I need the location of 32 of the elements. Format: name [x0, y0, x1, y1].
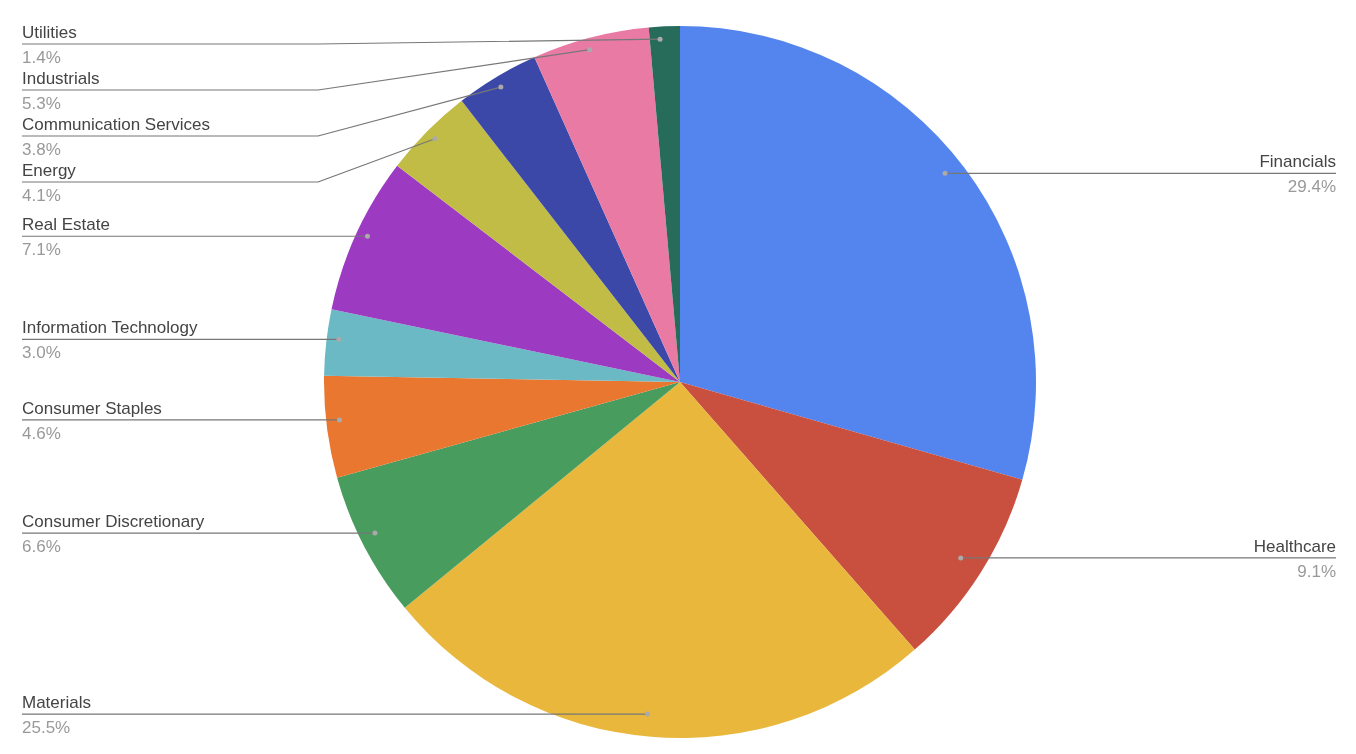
- pie-slice: [680, 26, 1036, 480]
- pie-slice: [324, 309, 680, 382]
- slice-label: Utilities: [22, 23, 77, 42]
- data-label: 29.4%: [1287, 177, 1336, 197]
- slice-label: Consumer Discretionary: [22, 512, 205, 532]
- slice-label: Consumer Staples: [22, 398, 162, 418]
- data-label: 5.3%: [22, 94, 61, 113]
- slice-label: Information Technology: [22, 318, 198, 338]
- pie-slice: [534, 27, 680, 382]
- slice-label: Materials: [22, 693, 91, 713]
- slice-label: Energy: [22, 161, 77, 180]
- slice-label: Real Estate: [22, 215, 110, 235]
- pie-slice: [331, 165, 680, 382]
- data-label: 3.0%: [22, 343, 61, 363]
- data-label: 4.1%: [22, 186, 61, 205]
- pie-slice: [324, 375, 680, 478]
- pie-slice: [461, 57, 680, 382]
- slice-label: Healthcare: [1253, 536, 1336, 556]
- data-label: 3.8%: [22, 140, 61, 159]
- data-label: 6.6%: [22, 537, 61, 557]
- pie-slice: [337, 382, 680, 608]
- data-label: 4.6%: [22, 423, 61, 443]
- pie-slice: [404, 382, 915, 738]
- slice-label: Industrials: [22, 69, 100, 88]
- slice-label: Financials: [1259, 152, 1336, 172]
- data-label: 25.5%: [22, 718, 71, 738]
- slice-label: Communication Services: [22, 115, 211, 134]
- data-label: 7.1%: [22, 240, 61, 260]
- data-label: 9.1%: [1297, 561, 1336, 581]
- data-label: 1.4%: [22, 48, 61, 67]
- pie-slice: [680, 382, 1023, 650]
- pie-slice: [397, 100, 680, 382]
